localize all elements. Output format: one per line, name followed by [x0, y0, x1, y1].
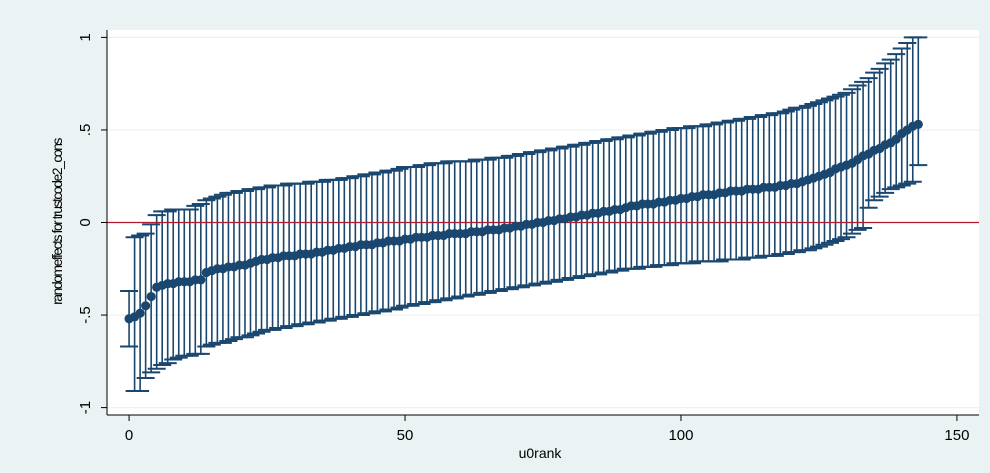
- data-point: [913, 119, 923, 129]
- x-tick-label: 150: [944, 427, 969, 444]
- point-estimates: [124, 119, 923, 324]
- x-tick-label: 50: [397, 427, 414, 444]
- y-tick-label: 1: [77, 33, 94, 41]
- y-tick-label: -.5: [77, 306, 94, 324]
- y-axis-title: randomeffects for trustcode2_cons: [49, 138, 65, 305]
- axes: -1 -.5 0 .5 1 0 50 100 150: [77, 30, 979, 444]
- x-tick-label: 100: [668, 427, 693, 444]
- y-tick-label: 0: [77, 218, 94, 226]
- data-point: [141, 301, 151, 311]
- y-tick-label: .5: [77, 124, 94, 137]
- x-axis-title: u0rank: [519, 445, 563, 461]
- x-tick-label: 0: [125, 427, 133, 444]
- data-point: [146, 291, 156, 302]
- data-point: [135, 308, 145, 318]
- data-point: [196, 275, 206, 285]
- y-tick-label: -1: [77, 401, 94, 414]
